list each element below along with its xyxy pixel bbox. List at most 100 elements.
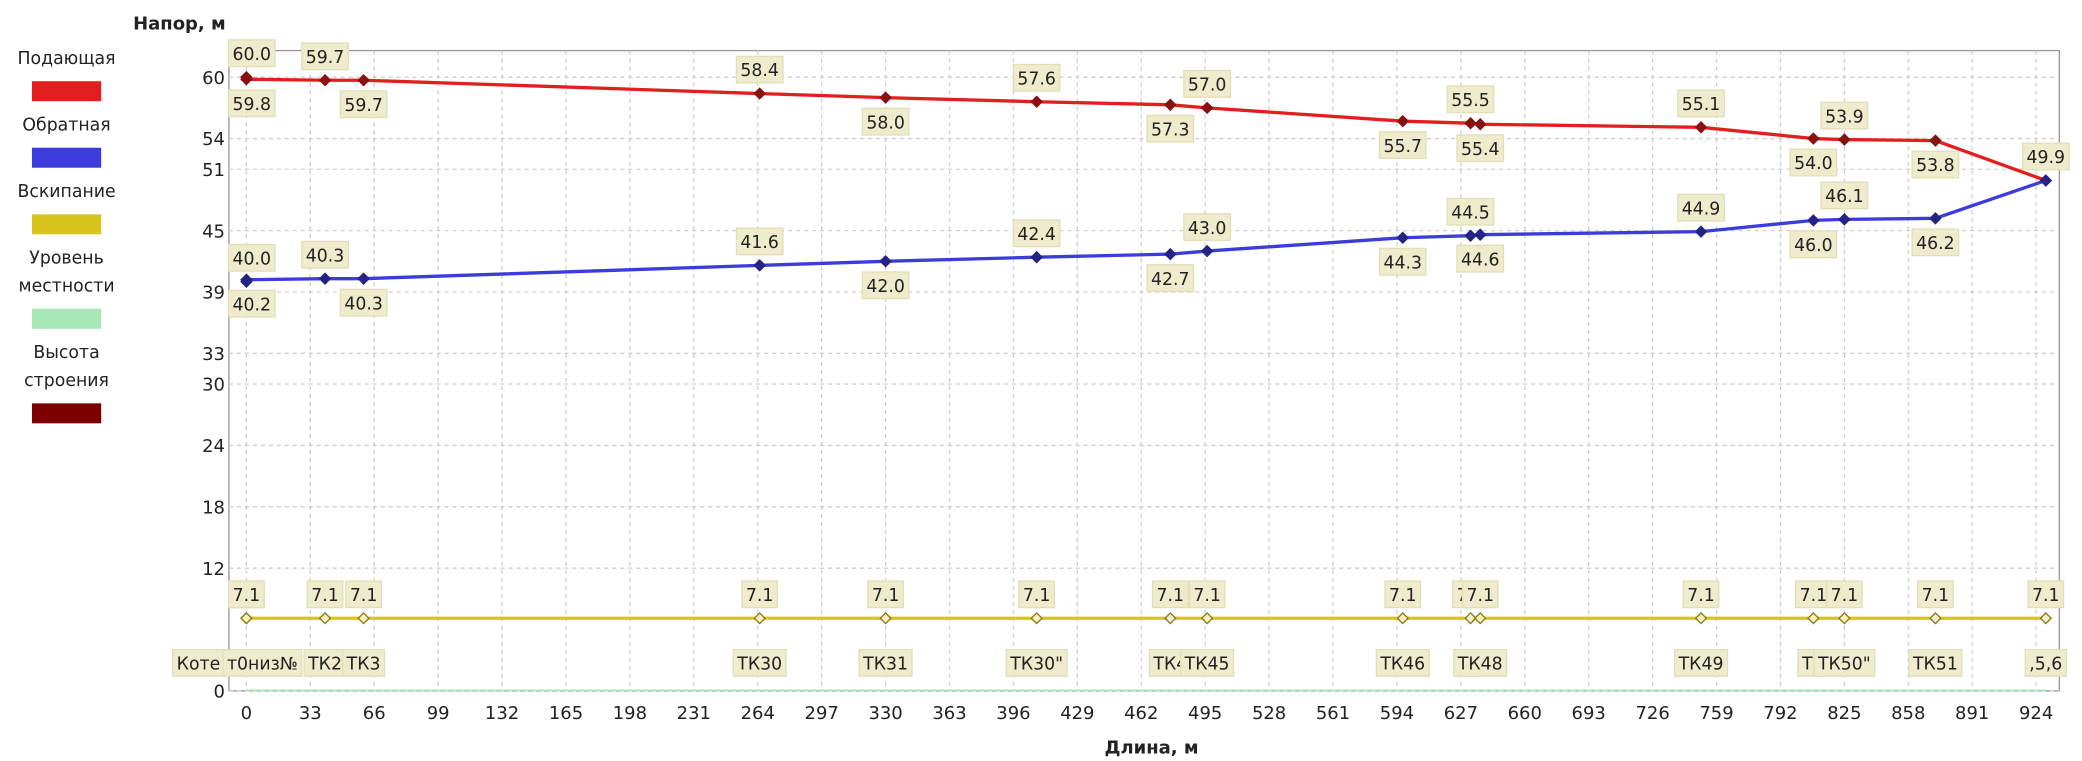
x-tick-label: 891: [1955, 703, 1989, 724]
label-box: [172, 648, 225, 677]
legend-item: Уровень местности: [0, 245, 133, 329]
x-tick-label: 726: [1635, 703, 1669, 724]
value-label: 7.1: [350, 586, 378, 606]
x-tick-label: 858: [1891, 703, 1925, 724]
legend-swatch: [31, 81, 102, 102]
point-marker: [2039, 612, 2053, 625]
label-box: [1677, 193, 1725, 222]
y-tick-label: 54: [202, 129, 225, 150]
value-label: 7.1: [1389, 586, 1417, 606]
value-label: 44.5: [1451, 203, 1490, 223]
value-label: 7.1: [1466, 586, 1494, 606]
point-marker: [879, 255, 892, 268]
label-box: [1375, 648, 1430, 677]
x-tick-label: 66: [363, 703, 386, 724]
value-label: 7.1: [746, 586, 774, 606]
label-box: [1146, 264, 1195, 293]
label-box: [861, 107, 910, 136]
label-box: [1188, 580, 1226, 609]
label-box: [301, 42, 349, 71]
legend-swatch: [31, 147, 102, 168]
point-marker: [1164, 98, 1177, 112]
point-marker: [879, 612, 892, 625]
point-marker: [1396, 612, 1410, 625]
value-label: 59.8: [232, 95, 271, 115]
label-box: [861, 271, 910, 300]
x-axis-title: Длина, м: [1104, 737, 1198, 758]
label-box: [1151, 580, 1189, 609]
value-label: 46.2: [1916, 234, 1955, 254]
value-label: 55.4: [1461, 140, 1500, 160]
label-box: [1820, 101, 1869, 130]
legend-item: Высота строения: [0, 339, 133, 424]
plot-area: [228, 49, 2061, 692]
label-box: [345, 580, 383, 609]
point-marker: [318, 272, 332, 285]
x-tick-label: 660: [1508, 703, 1542, 724]
label-box: [227, 243, 276, 272]
point-marker: [1807, 214, 1820, 227]
label-box: [227, 580, 265, 609]
value-label: 7.1: [1687, 586, 1715, 606]
label-box: [227, 289, 276, 318]
label-box: [1183, 69, 1232, 98]
value-label: 40.3: [344, 294, 383, 314]
legend-label: Подающая: [17, 49, 116, 70]
point-marker: [357, 272, 370, 285]
point-marker: [1030, 95, 1043, 108]
point-marker: [1473, 228, 1487, 241]
x-tick-label: 495: [1188, 703, 1222, 724]
y-axis-title: Напор, м: [133, 13, 226, 34]
value-label: 40.2: [232, 295, 271, 315]
value-label: 60.0: [232, 45, 271, 65]
x-tick-label: 627: [1444, 703, 1478, 724]
label-box: [1446, 85, 1495, 114]
point-marker: [1929, 212, 1942, 225]
label-box: [1911, 150, 1960, 179]
point-marker: [240, 273, 253, 286]
point-marker: [1164, 247, 1177, 261]
y-tick-label: 39: [202, 283, 225, 304]
point-marker: [1396, 114, 1410, 128]
label-box: [339, 288, 388, 317]
x-tick-label: 33: [299, 703, 322, 724]
x-tick-label: 429: [1060, 703, 1094, 724]
label-box: [2027, 580, 2065, 609]
x-tick-label: 528: [1252, 703, 1286, 724]
value-label: ТК50": [1817, 655, 1871, 675]
label-box: [1461, 580, 1499, 609]
value-label: 57.0: [1188, 76, 1227, 96]
label-box: [1825, 580, 1863, 609]
value-label: 7.1: [1800, 586, 1828, 606]
x-tick-label: 297: [805, 703, 839, 724]
label-box: [1180, 648, 1235, 677]
value-label: 7.1: [1023, 586, 1051, 606]
point-marker: [879, 91, 892, 104]
x-tick-label: 330: [868, 703, 902, 724]
label-box: [1146, 114, 1195, 143]
value-label: 55.5: [1451, 91, 1490, 111]
value-label: 7.1: [311, 586, 339, 606]
label-box: [1908, 648, 1963, 677]
y-tick-label: 18: [202, 497, 225, 518]
x-tick-label: 99: [427, 703, 450, 724]
y-tick-label: 51: [202, 160, 225, 181]
value-label: 40.3: [306, 246, 345, 266]
point-marker: [1030, 250, 1043, 264]
point-marker: [1807, 132, 1820, 145]
value-label: 57.6: [1017, 69, 1056, 89]
label-box: [227, 39, 276, 68]
label-box: [339, 90, 388, 119]
point-marker: [357, 612, 370, 625]
point-marker: [1838, 213, 1851, 226]
y-tick-label: 45: [202, 221, 225, 242]
value-label: 7.1: [872, 586, 900, 606]
legend-label: Высота строения: [24, 343, 109, 392]
value-label: 7.1: [233, 586, 261, 606]
value-label: ТК49: [1678, 655, 1724, 675]
point-marker: [1694, 612, 1708, 625]
y-tick-label: 0: [214, 682, 225, 703]
value-label: 7.1: [1922, 586, 1950, 606]
value-label: ТК45: [1184, 655, 1230, 675]
